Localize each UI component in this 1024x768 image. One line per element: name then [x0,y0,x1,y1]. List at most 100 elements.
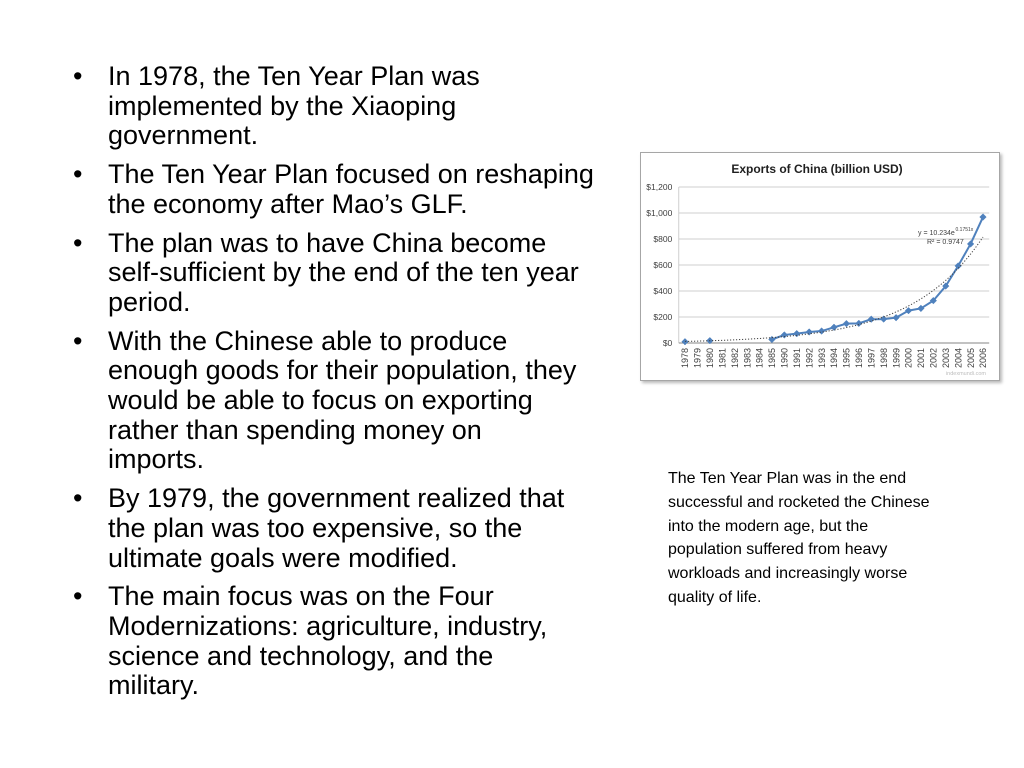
x-tick-label: 1993 [817,348,827,368]
bullet-list: • In 1978, the Ten Year Plan was impleme… [0,61,594,701]
x-tick-label: 2006 [978,348,988,368]
gridlines-layer [678,186,990,344]
y-tick-label: $1,000 [646,208,672,218]
data-point [917,304,925,313]
bullet-text-line: ultimate goals were modified. [108,542,458,573]
x-tick-label: 2003 [941,348,951,368]
bullet-item: • The plan was to have China become self… [0,227,594,318]
bullet-text-line: With the Chinese able to produce [108,325,508,356]
bullet-item: • The Ten Year Plan focused on reshaping… [0,159,594,219]
caption-line: quality of life. [668,588,762,606]
x-tick-label: 1992 [804,348,814,368]
x-tick-label: 2005 [966,348,976,368]
x-tick-label: 1995 [842,348,852,368]
x-tick-label: 1994 [829,348,839,368]
y-tick-label: $400 [653,286,672,296]
data-point [867,315,875,323]
bullet-text-line: The plan was to have China become [108,227,547,258]
data-point [892,313,900,322]
data-point [979,213,987,221]
x-tick-label: 2000 [904,348,914,368]
data-point [793,329,801,338]
x-axis-labels: 1978 1979 1980 1981 1982 1983 1984 1985 1990 1991… [680,348,988,368]
x-tick-label: 1981 [717,348,727,368]
bullet-marker: • [73,325,83,356]
chart-frame: Exports of China (billion USD) $0 $200 $40… [640,152,1000,381]
bullet-text-line: the plan was too expensive, so the [108,512,523,543]
exports-chart: Exports of China (billion USD) $0 $200 $40… [646,162,990,377]
x-tick-label: 1991 [792,348,802,368]
bullet-marker: • [73,483,83,514]
data-point [681,338,689,346]
caption-line: into the modern age, but the [668,517,869,535]
caption-line: population suffered from heavy [668,541,888,559]
x-tick-label: 1978 [680,348,690,368]
watermark: indexmundi.com [946,371,986,377]
markers-layer [681,213,987,346]
bullet-item: • The main focus was on the Four Moderni… [0,582,594,701]
bullet-text-line: self-sufficient by the end of the ten ye… [108,257,579,288]
trendline-equation-exponent: 0.1751x [956,227,974,233]
bullet-text-line: rather than spending money on [108,414,482,445]
bullet-marker: • [73,159,83,190]
bullet-text-line: government. [108,120,259,151]
data-point [929,296,937,305]
bullet-text-line: would be able to focus on exporting [108,385,533,416]
bullet-text-line: imports. [108,444,205,475]
data-point [830,323,838,331]
trendline-equation: y = 10.234e [918,230,955,237]
bullet-text-line: The Ten Year Plan focused on reshaping [108,159,594,190]
bullet-text-line: science and technology, and the [108,640,494,671]
data-point [966,240,975,248]
bullet-text-line: Modernizations: agriculture, industry, [108,610,548,641]
bullet-item: • By 1979, the government realized that … [0,483,594,573]
data-point [768,335,776,344]
bullet-text-line: enough goods for their population, they [108,355,577,386]
bullet-text-line: military. [108,670,199,701]
data-point [817,327,826,335]
x-tick-label: 1985 [767,348,777,368]
x-tick-label: 1983 [742,348,752,368]
y-tick-label: $800 [653,234,672,244]
x-tick-label: 2001 [916,348,926,368]
data-point [780,331,788,339]
x-tick-label: 1999 [891,348,901,368]
y-tick-label: $0 [663,338,673,348]
x-tick-label: 1984 [755,348,765,368]
bullet-marker: • [73,227,83,258]
data-point [954,262,962,270]
data-point [805,328,813,336]
bullet-item: • With the Chinese able to produce enoug… [0,325,594,476]
data-point [855,319,863,328]
data-point [842,319,851,328]
x-tick-label: 2004 [953,348,963,368]
data-point [942,282,950,290]
bullet-marker: • [73,581,83,612]
x-tick-label: 1996 [854,348,864,368]
caption-line: The Ten Year Plan was in the end [668,470,907,487]
x-tick-label: 1982 [730,348,740,368]
x-tick-label: 1998 [879,348,889,368]
bullet-text-line: By 1979, the government realized that [108,483,565,514]
r-squared-label: R² = 0.9747 [927,239,964,246]
bullet-text-line: the economy after Mao’s GLF. [108,188,468,219]
chart-title: Exports of China (billion USD) [731,162,902,176]
x-tick-label: 1980 [705,348,715,368]
y-tick-label: $600 [653,260,672,270]
x-tick-label: 1990 [780,348,790,368]
bullet-text-line: In 1978, the Ten Year Plan was [108,61,480,91]
x-tick-label: 2002 [929,348,939,368]
y-tick-label: $1,200 [646,182,672,192]
bullet-marker: • [73,61,83,91]
bullet-text-line: implemented by the Xiaoping [108,90,457,121]
y-tick-label: $200 [653,312,672,322]
caption-line: successful and rocketed the Chinese [668,493,930,511]
bullet-item: • In 1978, the Ten Year Plan was impleme… [0,61,594,151]
caption-line: workloads and increasingly worse [668,565,908,583]
x-tick-label: 1979 [693,348,703,368]
bullet-text-line: period. [108,286,191,317]
chart-caption: The Ten Year Plan was in the end success… [668,467,929,610]
data-point [904,306,913,315]
y-axis-labels: $0 $200 $400 $600 $800 $1,000 $1,200 [646,182,672,348]
